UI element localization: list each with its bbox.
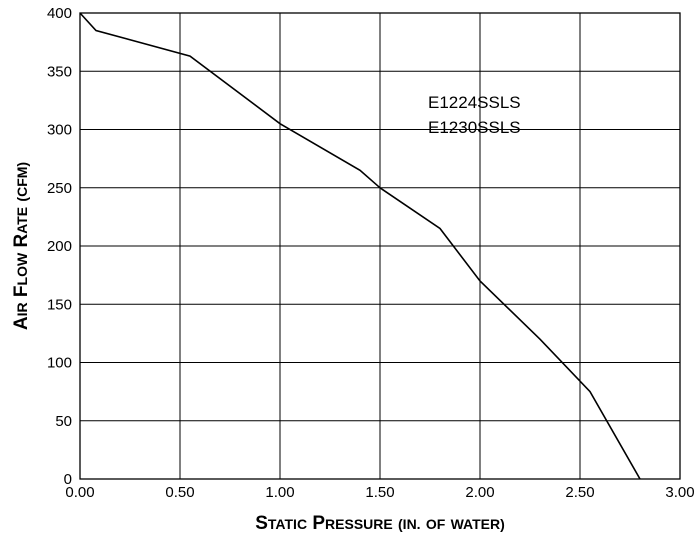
y-tick-label: 100 (47, 355, 72, 372)
plot-frame (79, 12, 681, 480)
x-tick-label: 0.50 (165, 484, 194, 501)
y-axis-title: AIR FLOW RATE (CFM) (11, 162, 32, 330)
series-line (79, 12, 641, 480)
y-tick-labels: 0 50 100 150 200 250 300 350 400 (47, 5, 72, 488)
x-tick-label: 2.00 (465, 484, 494, 501)
y-tick-label: 350 (47, 63, 72, 80)
y-tick-label: 250 (47, 180, 72, 197)
x-tick-label: 1.00 (265, 484, 294, 501)
x-tick-label: 2.50 (565, 484, 594, 501)
y-tick-label: 150 (47, 296, 72, 313)
x-tick-label: 1.50 (365, 484, 394, 501)
annotation-model-2: E1230SSLS (428, 118, 521, 137)
y-tick-label: 0 (64, 471, 72, 488)
y-tick-label: 200 (47, 238, 72, 255)
y-tick-label: 300 (47, 122, 72, 139)
x-tick-label: 0.00 (65, 484, 94, 501)
grid-lines (80, 13, 680, 479)
y-tick-label: 50 (55, 413, 72, 430)
x-axis-title: STATIC PRESSURE (IN. OF WATER) (255, 513, 505, 534)
x-tick-labels: 0.00 0.50 1.00 1.50 2.00 2.50 3.00 (65, 484, 694, 501)
y-tick-label: 400 (47, 5, 72, 22)
x-tick-label: 3.00 (665, 484, 694, 501)
annotation-model-1: E1224SSLS (428, 93, 521, 112)
